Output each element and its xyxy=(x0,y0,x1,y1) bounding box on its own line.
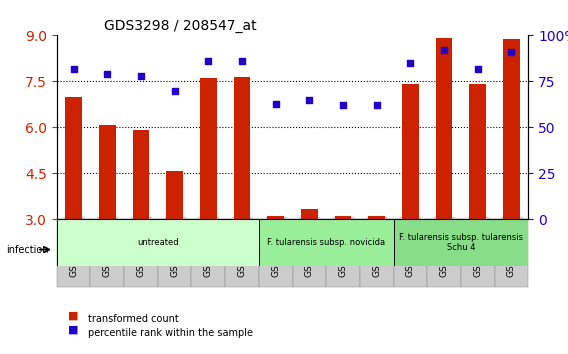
Text: F. tularensis subsp. novicida: F. tularensis subsp. novicida xyxy=(267,238,385,247)
Point xyxy=(204,58,213,64)
Bar xyxy=(65,97,82,219)
Bar xyxy=(268,216,284,219)
Text: transformed count: transformed count xyxy=(88,314,179,324)
Point xyxy=(339,103,348,108)
FancyBboxPatch shape xyxy=(427,219,461,287)
Text: ■: ■ xyxy=(68,325,78,335)
FancyBboxPatch shape xyxy=(326,219,360,287)
FancyBboxPatch shape xyxy=(57,219,90,287)
Bar xyxy=(99,125,116,219)
Bar xyxy=(301,209,318,219)
FancyBboxPatch shape xyxy=(225,219,259,287)
FancyBboxPatch shape xyxy=(90,219,124,287)
FancyBboxPatch shape xyxy=(259,219,293,287)
Text: ■: ■ xyxy=(68,310,78,321)
Bar xyxy=(166,171,183,219)
Bar xyxy=(503,39,520,219)
Text: percentile rank within the sample: percentile rank within the sample xyxy=(88,328,253,338)
Point xyxy=(271,101,280,106)
Text: GDS3298 / 208547_at: GDS3298 / 208547_at xyxy=(104,19,257,33)
FancyBboxPatch shape xyxy=(394,219,427,287)
FancyBboxPatch shape xyxy=(124,219,158,287)
FancyBboxPatch shape xyxy=(158,219,191,287)
Text: infection: infection xyxy=(6,245,48,255)
FancyBboxPatch shape xyxy=(461,219,495,287)
Point xyxy=(103,71,112,77)
Point xyxy=(305,97,314,103)
Text: F. tularensis subsp. tularensis
Schu 4: F. tularensis subsp. tularensis Schu 4 xyxy=(399,233,523,252)
FancyBboxPatch shape xyxy=(191,219,225,287)
Bar xyxy=(233,77,250,219)
FancyBboxPatch shape xyxy=(495,219,528,287)
Point xyxy=(507,49,516,55)
Point xyxy=(440,47,449,53)
Point xyxy=(406,60,415,66)
FancyBboxPatch shape xyxy=(57,219,259,266)
Point xyxy=(473,66,482,72)
Point xyxy=(372,103,381,108)
Point xyxy=(170,88,179,93)
Point xyxy=(69,66,78,72)
Bar xyxy=(200,78,217,219)
Bar xyxy=(402,85,419,219)
Bar xyxy=(368,216,385,219)
Text: untreated: untreated xyxy=(137,238,178,247)
Point xyxy=(237,58,247,64)
Bar xyxy=(469,85,486,219)
FancyBboxPatch shape xyxy=(394,219,528,266)
Bar xyxy=(335,216,352,219)
Bar xyxy=(132,130,149,219)
FancyBboxPatch shape xyxy=(259,219,394,266)
FancyBboxPatch shape xyxy=(360,219,394,287)
Point xyxy=(136,73,145,79)
FancyBboxPatch shape xyxy=(293,219,326,287)
Bar xyxy=(436,38,453,219)
